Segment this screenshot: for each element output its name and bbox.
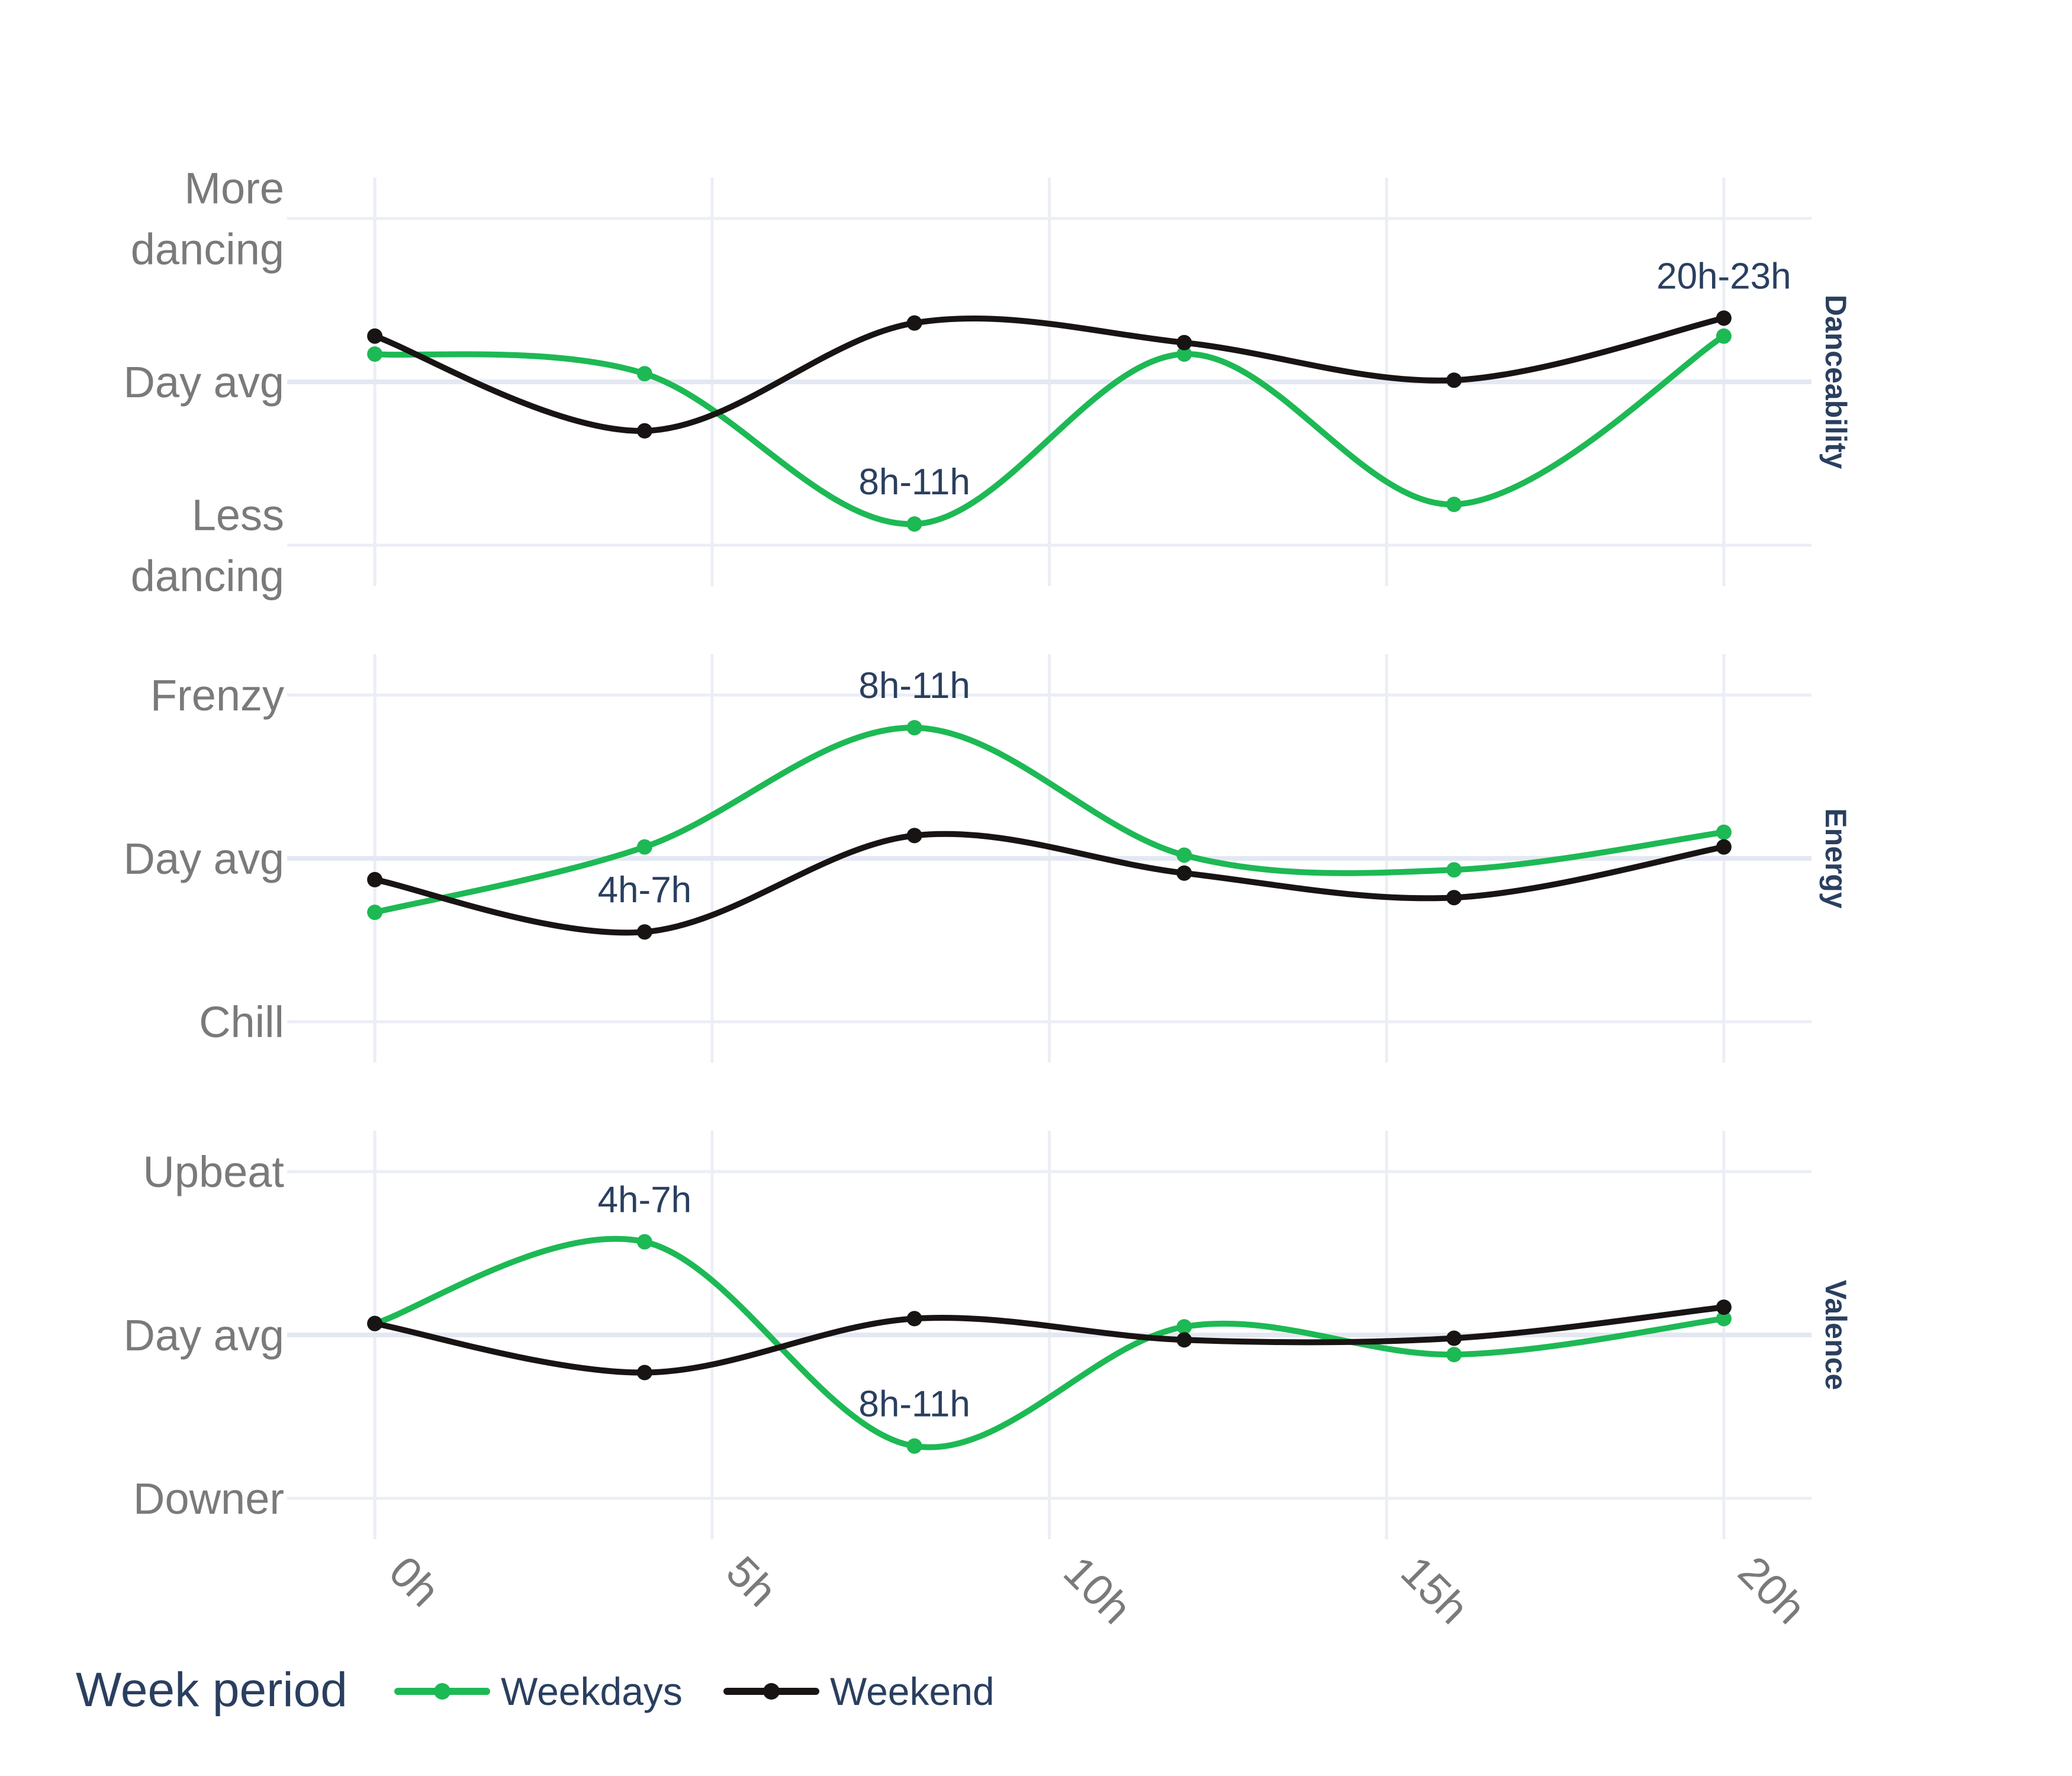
data-point-weekdays[interactable] xyxy=(367,346,383,362)
data-point-weekdays[interactable] xyxy=(1446,497,1462,512)
y-tick-label: Day avg xyxy=(124,1311,284,1360)
data-point-weekdays[interactable] xyxy=(1446,862,1462,878)
x-tick-label: 15h xyxy=(1392,1547,1478,1633)
data-point-weekend[interactable] xyxy=(906,1311,922,1327)
facet-label-valence: Valence xyxy=(1819,1280,1852,1390)
facet-label-energy: Energy xyxy=(1819,808,1852,909)
data-point-weekdays[interactable] xyxy=(906,720,922,736)
data-point-weekend[interactable] xyxy=(367,871,383,887)
annotation-label: 8h-11h xyxy=(858,665,970,706)
x-axis: 0h 5h 10h 15h 20h xyxy=(380,1547,1816,1633)
data-point-weekdays[interactable] xyxy=(1176,1319,1192,1335)
data-point-weekend[interactable] xyxy=(636,924,652,940)
legend: Week period Weekdays Weekend xyxy=(76,1663,995,1717)
facets: More dancing Day avg Less dancing Danceabilit… xyxy=(124,164,1852,1633)
legend-title: Week period xyxy=(76,1663,348,1717)
legend-weekend-marker xyxy=(763,1683,780,1700)
y-tick-label: dancing xyxy=(131,225,284,274)
data-point-weekend[interactable] xyxy=(906,828,922,844)
data-point-weekdays[interactable] xyxy=(1716,328,1732,344)
annotation-label: 4h-7h xyxy=(598,870,692,910)
x-tick-label: 10h xyxy=(1054,1547,1141,1633)
y-tick-label: Frenzy xyxy=(150,671,284,720)
y-tick-label: Downer xyxy=(133,1474,284,1523)
annotation-label: 8h-11h xyxy=(858,462,970,503)
y-tick-label: Day avg xyxy=(124,834,284,883)
data-point-weekdays[interactable] xyxy=(1716,824,1732,840)
data-point-weekend[interactable] xyxy=(1176,865,1192,881)
data-point-weekend[interactable] xyxy=(1176,1332,1192,1348)
data-point-weekend[interactable] xyxy=(1446,890,1462,906)
annotation-label: 4h-7h xyxy=(598,1180,692,1221)
data-point-weekdays[interactable] xyxy=(636,839,652,855)
annotation-label: 8h-11h xyxy=(858,1384,970,1425)
facet-label-danceability: Danceability xyxy=(1819,295,1852,469)
x-tick-label: 5h xyxy=(717,1547,786,1616)
data-point-weekend[interactable] xyxy=(1716,310,1732,326)
x-tick-label: 0h xyxy=(380,1547,449,1616)
data-point-weekend[interactable] xyxy=(636,1365,652,1381)
legend-weekdays-label: Weekdays xyxy=(501,1669,683,1713)
legend-weekend-label: Weekend xyxy=(830,1669,995,1713)
data-point-weekdays[interactable] xyxy=(636,366,652,382)
data-point-weekdays[interactable] xyxy=(906,516,922,532)
data-point-weekdays[interactable] xyxy=(636,1234,652,1250)
data-point-weekend[interactable] xyxy=(636,423,652,439)
data-point-weekend[interactable] xyxy=(1446,1330,1462,1346)
series-line-weekend xyxy=(372,831,1727,936)
data-point-weekend[interactable] xyxy=(1716,839,1732,855)
series-line-weekdays xyxy=(372,333,1727,527)
data-point-weekend[interactable] xyxy=(1176,334,1192,350)
data-point-weekdays[interactable] xyxy=(1446,1347,1462,1363)
y-tick-label: dancing xyxy=(131,552,284,601)
data-point-weekdays[interactable] xyxy=(906,1438,922,1454)
facet-danceability: More dancing Day avg Less dancing Danceabilit… xyxy=(124,164,1852,601)
series-line-weekdays xyxy=(372,1236,1727,1450)
data-point-weekdays[interactable] xyxy=(1716,1311,1732,1327)
y-tick-label: Day avg xyxy=(124,358,284,407)
series-line-weekend xyxy=(372,1304,1727,1376)
facet-valence: Upbeat Day avg Downer Valence 4h-7h 8h-11h xyxy=(124,1131,1852,1539)
x-tick-label: 20h xyxy=(1729,1547,1816,1633)
data-point-weekdays[interactable] xyxy=(367,905,383,921)
y-tick-label: Upbeat xyxy=(143,1147,284,1196)
series-line-weekdays xyxy=(372,725,1727,916)
data-point-weekdays[interactable] xyxy=(1176,847,1192,863)
y-tick-label: More xyxy=(184,164,284,213)
y-tick-label: Less xyxy=(192,491,284,540)
data-point-weekend[interactable] xyxy=(367,1315,383,1331)
annotation-label: 20h-23h xyxy=(1656,256,1791,297)
legend-weekdays-marker xyxy=(434,1683,451,1700)
series-line-weekend xyxy=(372,315,1727,434)
data-point-weekend[interactable] xyxy=(367,328,383,344)
legend-item-weekdays[interactable]: Weekdays xyxy=(394,1669,683,1713)
data-point-weekend[interactable] xyxy=(1716,1299,1732,1315)
data-point-weekend[interactable] xyxy=(906,315,922,331)
facet-energy: Frenzy Day avg Chill Energy 8h-11h 4h-7h xyxy=(124,654,1852,1063)
data-point-weekend[interactable] xyxy=(1446,372,1462,388)
y-tick-label: Chill xyxy=(199,998,284,1047)
data-point-weekdays[interactable] xyxy=(1176,346,1192,362)
legend-item-weekend[interactable]: Weekend xyxy=(723,1669,995,1713)
